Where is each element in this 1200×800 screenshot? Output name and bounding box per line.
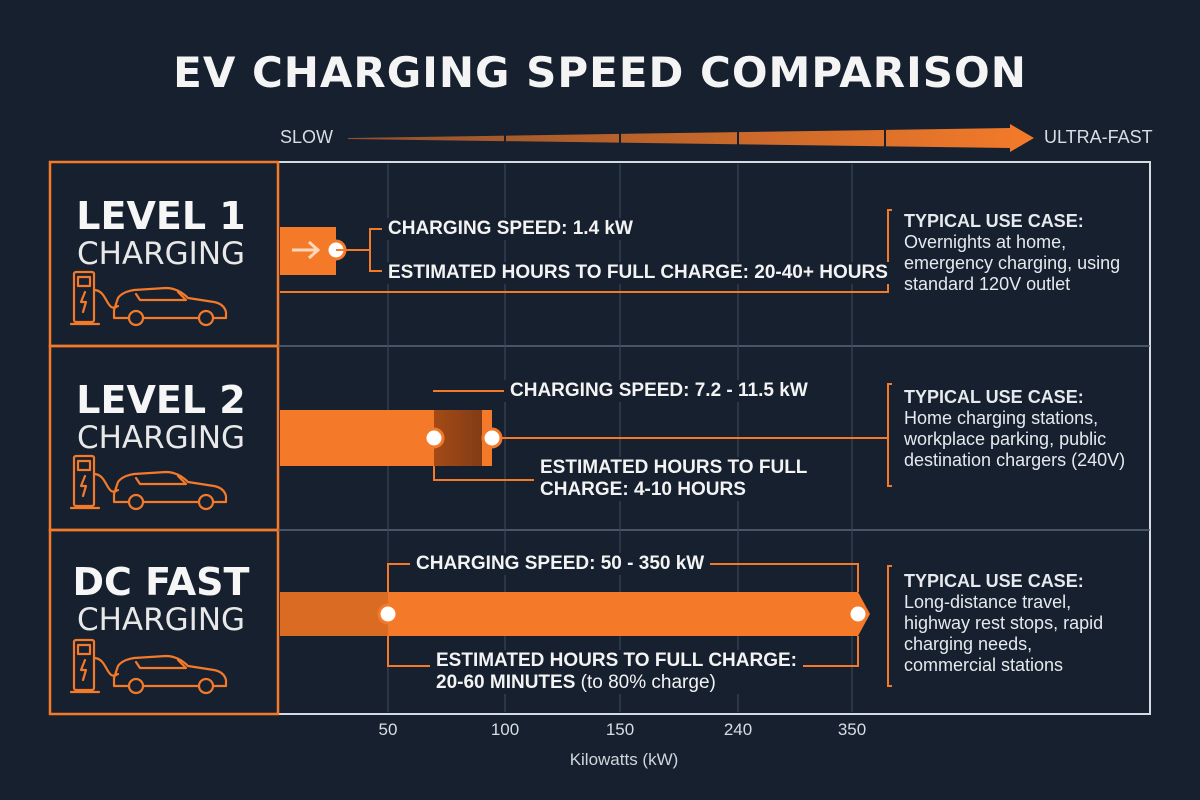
level-3-speed-bracket-right xyxy=(700,563,859,592)
bar-dc-fast xyxy=(280,592,870,636)
speed-scale-arrow xyxy=(348,124,1034,152)
tick-label-150: 150 xyxy=(605,720,635,739)
level-3-speed-bracket-left xyxy=(387,563,410,592)
level-3-time-line-1: ESTIMATED HOURS TO FULL CHARGE: xyxy=(436,650,797,671)
charger-car-icon xyxy=(69,638,228,695)
level-3-title-main: DC FAST xyxy=(72,560,250,604)
level-3-time-line-2: 20-60 MINUTES (to 80% charge) xyxy=(436,672,797,694)
level-1-title-sub: CHARGING xyxy=(76,236,246,272)
level-1-usecase-connector xyxy=(280,209,892,293)
use-case-line: Long-distance travel, xyxy=(904,592,1072,612)
level-panels xyxy=(48,160,280,716)
tick-label-240: 240 xyxy=(723,720,753,739)
scale-fast-label: ULTRA-FAST xyxy=(1044,127,1153,147)
point-level-2-max xyxy=(481,427,503,449)
level-1-time-label: ESTIMATED HOURS TO FULL CHARGE: 20-40+ H… xyxy=(382,262,894,284)
tick-label-350: 350 xyxy=(837,720,867,739)
bar-level-2 xyxy=(280,410,434,466)
level-3-usecase-bracket xyxy=(887,565,892,687)
level-2-time-line-2: CHARGE: 4-10 HOURS xyxy=(540,479,746,500)
level-3-title-sub: CHARGING xyxy=(76,602,246,638)
point-dc-fast-max xyxy=(847,603,869,625)
level-3-time-label: ESTIMATED HOURS TO FULL CHARGE: 20-60 MI… xyxy=(430,650,803,694)
scale-slow-label: SLOW xyxy=(280,127,334,147)
use-case-line: Overnights at home, xyxy=(904,232,1067,252)
level-1-title: LEVEL 1 CHARGING xyxy=(50,196,272,272)
point-dc-fast-min xyxy=(377,603,399,625)
use-case-line: workplace parking, public xyxy=(904,429,1107,449)
bars xyxy=(280,209,892,687)
x-axis-title: Kilowatts (kW) xyxy=(569,750,679,769)
level-3-use-case: TYPICAL USE CASE: Long-distance travel, … xyxy=(904,570,1164,676)
use-case-line: standard 120V outlet xyxy=(904,274,1071,294)
level-3-time-value: 20-60 MINUTES xyxy=(436,672,576,693)
level-2-use-case: TYPICAL USE CASE: Home charging stations… xyxy=(904,386,1164,471)
level-1-title-main: LEVEL 1 xyxy=(76,194,246,238)
charger-car-icon xyxy=(69,270,228,327)
point-level-2-min xyxy=(423,427,445,449)
level-2-time-label: ESTIMATED HOURS TO FULL CHARGE: 4-10 HOU… xyxy=(534,457,814,501)
use-case-heading: TYPICAL USE CASE: xyxy=(904,387,1084,407)
level-2-title-sub: CHARGING xyxy=(76,420,246,456)
chart-title: EV CHARGING SPEED COMPARISON xyxy=(173,48,1027,97)
use-case-line: highway rest stops, rapid xyxy=(904,613,1104,633)
use-case-heading: TYPICAL USE CASE: xyxy=(904,571,1084,591)
level-2-speed-bracket xyxy=(433,390,504,392)
tick-label-50: 50 xyxy=(378,720,398,739)
level-2-usecase-bracket xyxy=(887,383,892,487)
level-3-time-bracket-left xyxy=(387,636,430,667)
use-case-line: emergency charging, using xyxy=(904,253,1121,273)
bar-dc-fast-base xyxy=(280,592,388,636)
level-3-speed-label: CHARGING SPEED: 50 - 350 kW xyxy=(410,553,711,575)
use-case-line: destination chargers (240V) xyxy=(904,450,1126,470)
level-2-title: LEVEL 2 CHARGING xyxy=(50,380,272,456)
use-case-line: charging needs, xyxy=(904,634,1033,654)
level-3-time-note: (to 80% charge) xyxy=(580,672,716,693)
charger-car-icon xyxy=(69,454,228,511)
level-2-speed-label: CHARGING SPEED: 7.2 - 11.5 kW xyxy=(504,380,814,402)
level-2-title-main: LEVEL 2 xyxy=(76,378,246,422)
level-2-time-line-1: ESTIMATED HOURS TO FULL xyxy=(540,457,808,478)
level-1-use-case: TYPICAL USE CASE: Overnights at home, em… xyxy=(904,210,1164,295)
arrow-right-icon xyxy=(292,240,321,260)
use-case-line: Home charging stations, xyxy=(904,408,1099,428)
level-1-speed-label: CHARGING SPEED: 1.4 kW xyxy=(382,218,639,240)
level-3-title: DC FAST CHARGING xyxy=(50,562,272,638)
level-2-time-bracket xyxy=(433,466,534,481)
level-1-callout-bracket xyxy=(369,228,382,272)
use-case-heading: TYPICAL USE CASE: xyxy=(904,211,1084,231)
tick-label-100: 100 xyxy=(490,720,520,739)
use-case-line: commercial stations xyxy=(904,655,1064,675)
